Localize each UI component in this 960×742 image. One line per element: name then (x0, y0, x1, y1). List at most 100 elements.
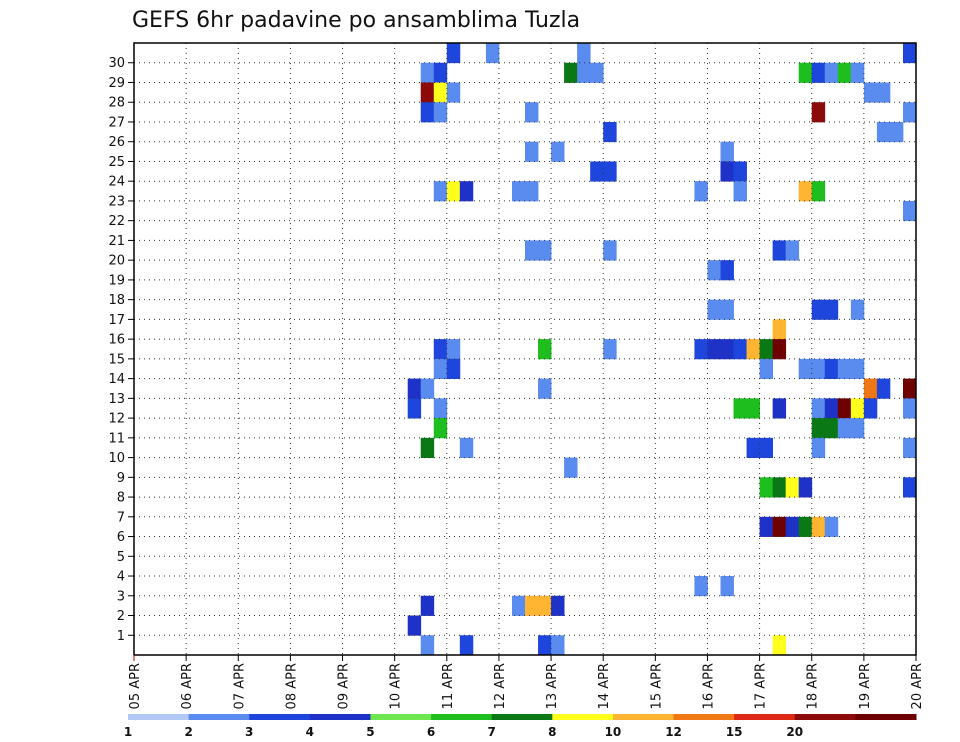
heatmap-cell (772, 240, 787, 261)
colorbar-label: 3 (245, 725, 253, 739)
heatmap-cell (837, 398, 852, 419)
heatmap-cell (590, 62, 604, 83)
heatmap-cell (902, 102, 917, 123)
heatmap-cell (538, 240, 552, 261)
x-tick-label: 08 APR (284, 663, 299, 709)
heatmap-cell (876, 121, 891, 143)
y-tick-label: 6 (117, 530, 125, 545)
heatmap-cell (837, 62, 852, 83)
heatmap-cell (902, 398, 917, 419)
x-tick-label: 10 APR (389, 663, 404, 709)
heatmap-cell (433, 358, 448, 380)
x-tick-label: 18 APR (806, 663, 821, 709)
x-tick-label: 09 APR (337, 663, 352, 709)
heatmap-cell (420, 635, 435, 656)
heatmap-cell (824, 358, 839, 380)
grid-lines (134, 43, 917, 655)
x-tick-label: 20 APR (910, 663, 925, 709)
heatmap-cell (694, 181, 708, 202)
heatmap-cell (720, 576, 734, 597)
heatmap-cell (772, 319, 787, 340)
heatmap-cell (850, 398, 865, 419)
heatmap-cell (798, 62, 813, 83)
y-tick-label: 8 (117, 491, 125, 506)
heatmap-cell (850, 358, 865, 380)
colorbar-swatch (673, 714, 735, 720)
heatmap-cell (798, 477, 813, 498)
x-tick-label: 12 APR (493, 663, 508, 709)
heatmap-cell (525, 141, 539, 162)
y-tick-label: 16 (108, 333, 125, 348)
heatmap-cell (902, 437, 917, 458)
x-tick-label: 16 APR (701, 663, 716, 709)
heatmap-cell (525, 181, 539, 202)
heatmap-cell (525, 102, 539, 123)
heatmap-cell (837, 418, 852, 439)
x-tick-label: 15 APR (649, 663, 664, 709)
heatmap-cell (603, 240, 617, 261)
heatmap-cell (420, 102, 435, 123)
y-tick-label: 7 (117, 510, 125, 525)
heatmap-cell (759, 437, 774, 458)
heatmap-cell (759, 358, 774, 380)
heatmap-cell (420, 378, 435, 399)
heatmap-cell (538, 339, 552, 360)
heatmap-cell (720, 299, 734, 320)
x-tick-label: 17 APR (754, 663, 769, 709)
heatmap-cell (811, 418, 826, 439)
heatmap-cell (420, 62, 435, 83)
heatmap-cell (811, 299, 826, 320)
heatmap-cell (707, 299, 721, 320)
heatmap-cell (433, 398, 448, 419)
x-tick-label: 07 APR (232, 663, 247, 709)
heatmap-cell (733, 398, 747, 419)
heatmap-cell (446, 181, 461, 202)
colorbar-label: 1 (124, 725, 132, 739)
heatmap-cell (746, 398, 760, 419)
y-tick-label: 10 (108, 451, 125, 466)
y-tick-label: 4 (117, 570, 125, 585)
colorbar-label: 5 (366, 725, 374, 739)
heatmap-cell (824, 418, 839, 439)
heatmap-cell (433, 418, 448, 439)
colorbar-swatch (734, 714, 796, 720)
heatmap-cell (564, 62, 578, 83)
y-tick-label: 25 (108, 155, 125, 170)
heatmap-cell (603, 339, 617, 360)
heatmap-cell (551, 595, 565, 616)
y-tick-label: 21 (108, 234, 125, 249)
heatmap-cell (772, 339, 787, 360)
x-tick-label: 11 APR (441, 663, 456, 709)
heatmap-cell (538, 635, 552, 656)
heatmap-cell (525, 595, 539, 616)
heatmap-cell (837, 358, 852, 380)
heatmap-cell (538, 378, 552, 399)
heatmap-cell (603, 121, 617, 143)
heatmap-cell (433, 181, 448, 202)
heatmap-cell (420, 595, 435, 616)
heatmap-cell (459, 181, 474, 202)
colorbar-label: 20 (786, 725, 803, 739)
colorbar-label: 12 (665, 725, 682, 739)
heatmap-cell (876, 82, 891, 103)
colorbar-swatch (855, 714, 917, 720)
heatmap-cell (577, 62, 591, 83)
heatmap-cell (772, 635, 787, 656)
heatmap-cell (746, 437, 760, 458)
heatmap-cell (798, 358, 813, 380)
heatmap-cell (902, 200, 917, 222)
heatmap-cell (863, 82, 878, 103)
heatmap-cell (433, 339, 448, 360)
x-axis: 05 APR 06 APR 07 APR 08 APR 09 APR 10 APR 11 A… (128, 655, 925, 709)
y-tick-label: 13 (108, 392, 125, 407)
y-tick-label: 20 (108, 254, 125, 269)
heatmap-cell (824, 299, 839, 320)
colorbar-swatch (188, 714, 250, 720)
colorbar-swatch (128, 714, 190, 720)
colorbar-label: 15 (726, 725, 743, 739)
y-tick-label: 14 (108, 372, 125, 387)
heatmap-cell (603, 161, 617, 182)
heatmap-cell (446, 358, 461, 380)
heatmap-cell (485, 43, 500, 64)
colorbar-label: 6 (427, 725, 435, 739)
